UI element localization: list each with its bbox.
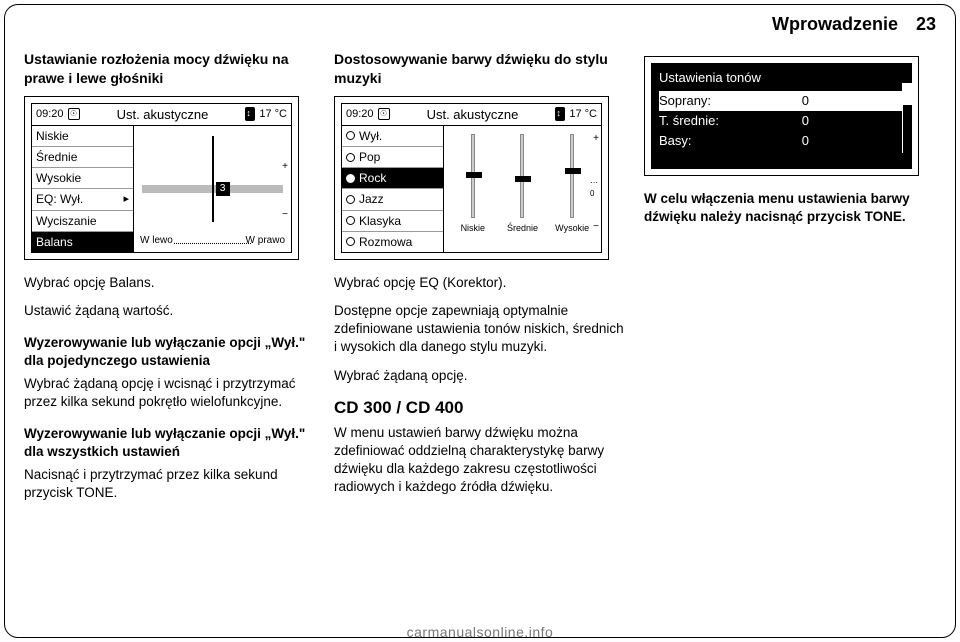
col2-p3: Wybrać żądaną opcję. bbox=[334, 367, 626, 385]
minus-icon: − bbox=[593, 220, 599, 234]
tone-row-treble[interactable]: Soprany: 0 bbox=[659, 91, 904, 111]
content-columns: Ustawianie rozłożenia mocy dźwięku na pr… bbox=[24, 50, 936, 622]
menu-item-eq[interactable]: EQ: Wył.▸ bbox=[32, 189, 133, 210]
page-number: 23 bbox=[916, 14, 936, 35]
balance-marker[interactable]: 3 bbox=[216, 182, 230, 196]
screen-title: Ust. akustyczne bbox=[84, 106, 242, 124]
cd-heading: CD 300 / CD 400 bbox=[334, 397, 626, 420]
col1-heading: Ustawianie rozłożenia mocy dźwięku na pr… bbox=[24, 50, 316, 88]
col2-p4: W menu ustawień barwy dźwięku można zdef… bbox=[334, 424, 626, 497]
col1-p1: Wybrać opcję Balans. bbox=[24, 274, 316, 292]
clock-time: 09:20 bbox=[346, 107, 374, 122]
eq-jazz[interactable]: Jazz bbox=[342, 189, 443, 210]
temperature: 17 °C bbox=[569, 107, 597, 122]
temp-icon bbox=[245, 107, 255, 121]
col1-h4b: Wyzerowywanie lub wyłączanie opcji „Wył.… bbox=[24, 425, 316, 461]
balance-left-label: W lewo bbox=[140, 234, 173, 248]
eq-menu-list: Wył. Pop Rock Jazz Klasyka Rozmowa bbox=[342, 126, 444, 252]
eq-off[interactable]: Wył. bbox=[342, 126, 443, 147]
col1-p3: Wybrać żądaną opcję i wcisnąć i przytrzy… bbox=[24, 375, 316, 411]
col2-heading: Dostosowywanie barwy dźwięku do stylu mu… bbox=[334, 50, 626, 88]
tone-row-bass[interactable]: Basy: 0 bbox=[659, 131, 904, 151]
page-header: Wprowadzenie 23 bbox=[772, 14, 936, 35]
col1-h4a: Wyzerowywanie lub wyłączanie opcji „Wył.… bbox=[24, 334, 316, 370]
menu-item-mid[interactable]: Średnie bbox=[32, 147, 133, 168]
rds-icon: ☉ bbox=[378, 108, 390, 120]
scrollbar[interactable] bbox=[902, 83, 912, 153]
eq-sliders: + ⋯0 − Niskie Średnie Wy bbox=[444, 126, 601, 252]
eq-slider-mid[interactable]: Średnie bbox=[508, 134, 536, 234]
chevron-right-icon: ▸ bbox=[123, 192, 129, 207]
col1-p2: Ustawić żądaną wartość. bbox=[24, 302, 316, 320]
tone-title: Ustawienia tonów bbox=[659, 69, 904, 87]
screen-title: Ust. akustyczne bbox=[394, 106, 552, 124]
chapter-title: Wprowadzenie bbox=[772, 14, 898, 35]
minus-icon: − bbox=[282, 208, 288, 222]
col2-p2: Dostępne opcje zapewniają optymalnie zde… bbox=[334, 302, 626, 357]
column-1: Ustawianie rozłożenia mocy dźwięku na pr… bbox=[24, 50, 316, 622]
zero-label: ⋯0 bbox=[590, 178, 602, 200]
tone-row-mid[interactable]: T. średnie: 0 bbox=[659, 111, 904, 131]
status-bar: 09:20 ☉ Ust. akustyczne 17 °C bbox=[342, 104, 601, 126]
rds-icon: ☉ bbox=[68, 108, 80, 120]
menu-item-balance[interactable]: Balans bbox=[32, 232, 133, 252]
eq-talk[interactable]: Rozmowa bbox=[342, 232, 443, 252]
menu-item-mute[interactable]: Wyciszanie bbox=[32, 211, 133, 232]
eq-classic[interactable]: Klasyka bbox=[342, 211, 443, 232]
eq-slider-low[interactable]: Niskie bbox=[459, 134, 487, 234]
balance-screen-figure: 09:20 ☉ Ust. akustyczne 17 °C Niskie Śre… bbox=[24, 96, 299, 260]
clock-time: 09:20 bbox=[36, 107, 64, 122]
menu-item-low[interactable]: Niskie bbox=[32, 126, 133, 147]
status-bar: 09:20 ☉ Ust. akustyczne 17 °C bbox=[32, 104, 291, 126]
column-2: Dostosowywanie barwy dźwięku do stylu mu… bbox=[334, 50, 626, 622]
menu-item-high[interactable]: Wysokie bbox=[32, 168, 133, 189]
balance-graphic: 3 + − W lewo W prawo bbox=[134, 126, 291, 252]
tone-screen-figure: Ustawienia tonów Soprany: 0 T. średnie: … bbox=[644, 56, 919, 176]
col2-p1: Wybrać opcję EQ (Korektor). bbox=[334, 274, 626, 292]
column-3: Ustawienia tonów Soprany: 0 T. średnie: … bbox=[644, 50, 936, 622]
eq-screen-figure: 09:20 ☉ Ust. akustyczne 17 °C Wył. Pop R… bbox=[334, 96, 609, 260]
menu-list: Niskie Średnie Wysokie EQ: Wył.▸ Wycisza… bbox=[32, 126, 134, 252]
eq-pop[interactable]: Pop bbox=[342, 147, 443, 168]
col3-p1: W celu włączenia menu ustawienia barwy d… bbox=[644, 190, 936, 226]
col1-p4: Nacisnąć i przytrzymać przez kilka sekun… bbox=[24, 466, 316, 502]
eq-rock[interactable]: Rock bbox=[342, 168, 443, 189]
temp-icon bbox=[555, 107, 565, 121]
plus-icon: + bbox=[593, 132, 599, 146]
temperature: 17 °C bbox=[259, 107, 287, 122]
eq-slider-high[interactable]: Wysokie bbox=[558, 134, 586, 234]
balance-right-label: W prawo bbox=[246, 234, 285, 248]
plus-icon: + bbox=[282, 160, 288, 174]
